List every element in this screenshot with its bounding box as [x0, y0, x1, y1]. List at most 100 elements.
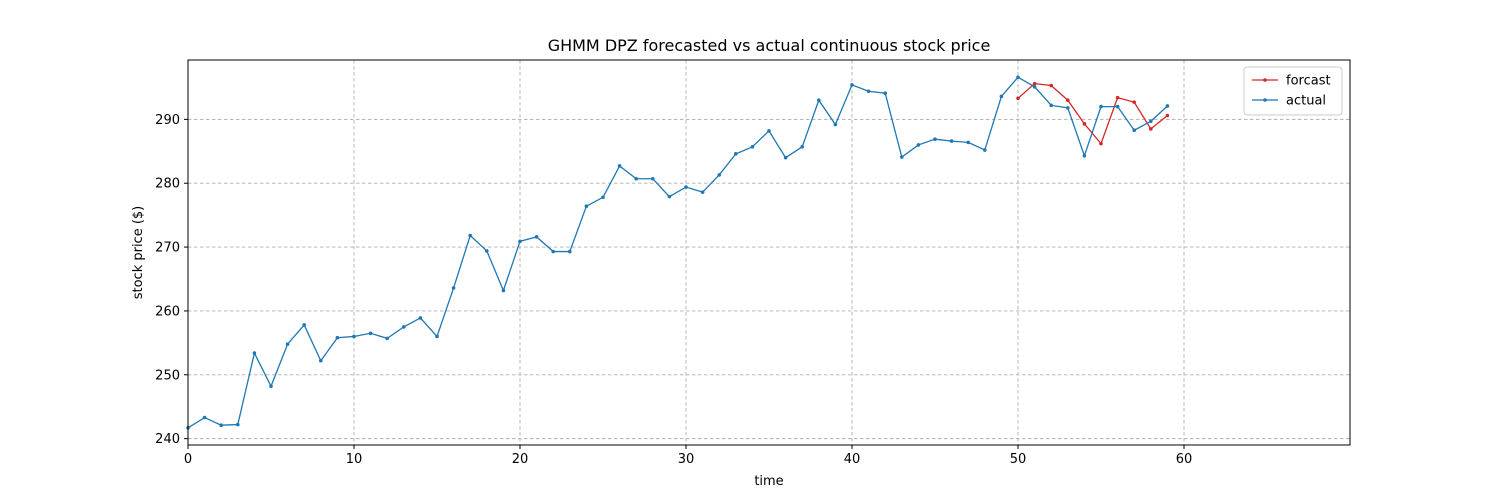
data-point-actual: [750, 145, 755, 149]
data-point-forcast: [1082, 122, 1087, 126]
data-point-actual: [916, 143, 921, 147]
data-point-actual: [501, 288, 506, 293]
data-point-actual: [983, 148, 987, 152]
data-point-actual: [1016, 75, 1020, 80]
plot-frame: [187, 59, 1351, 446]
data-point-actual: [866, 89, 871, 94]
data-point-actual: [1099, 104, 1103, 109]
data-point-actual: [933, 137, 937, 141]
data-point-actual: [700, 190, 705, 194]
data-point-actual: [285, 342, 290, 346]
data-point-actual: [518, 239, 522, 244]
legend-box: [1243, 66, 1343, 116]
data-point-actual: [1115, 104, 1120, 109]
data-point-actual: [269, 384, 273, 389]
data-point-actual: [900, 155, 904, 159]
data-point-actual: [1165, 104, 1170, 108]
data-point-actual: [966, 140, 970, 145]
data-point-actual: [584, 204, 589, 209]
legend-marker-actual: [1263, 98, 1267, 102]
data-point-actual: [850, 83, 854, 87]
y-tick-label: 280: [155, 177, 180, 192]
data-point-actual: [236, 422, 240, 427]
data-point-actual: [252, 351, 257, 355]
data-point-actual: [800, 145, 804, 149]
grid: [187, 60, 1350, 445]
data-point-actual: [219, 423, 223, 428]
series-line-actual: [187, 76, 1168, 429]
data-point-actual: [1032, 85, 1037, 89]
data-point-actual: [1132, 128, 1136, 133]
data-point-actual: [684, 185, 688, 189]
x-tick-label: 50: [1010, 452, 1027, 467]
data-point-actual: [335, 335, 340, 340]
data-point-actual: [817, 98, 821, 103]
data-point-actual: [368, 331, 373, 336]
data-point-actual: [451, 286, 456, 290]
data-point-forcast: [1149, 127, 1153, 131]
data-point-actual: [949, 139, 954, 143]
data-point-actual: [783, 155, 788, 160]
y-tick-label: 270: [155, 241, 180, 256]
data-point-actual: [717, 173, 721, 177]
data-point-actual: [601, 195, 605, 200]
x-tick-label: 30: [678, 452, 695, 467]
data-point-actual: [302, 323, 307, 327]
legend-label-actual: actual: [1286, 94, 1326, 109]
x-axis-label: time: [754, 474, 783, 489]
data-point-forcast: [1132, 100, 1136, 104]
data-point-actual: [617, 164, 622, 168]
y-axis-label: stock price ($): [131, 206, 146, 300]
data-point-actual: [634, 176, 638, 181]
legend: forcast actual: [1243, 66, 1343, 116]
data-point-forcast: [1165, 113, 1170, 118]
data-point-actual: [1066, 106, 1070, 110]
chart-title: GHMM DPZ forecasted vs actual continuous…: [548, 36, 991, 55]
series-actual: [186, 75, 1170, 430]
data-point-forcast: [1049, 83, 1053, 88]
series-group: [186, 75, 1170, 430]
x-tick-label: 20: [512, 452, 529, 467]
data-point-actual: [833, 122, 838, 127]
data-point-actual: [352, 334, 356, 339]
data-point-actual: [568, 249, 572, 254]
data-point-forcast: [1115, 95, 1120, 100]
y-tick-label: 260: [155, 304, 180, 319]
data-point-forcast: [1032, 81, 1037, 86]
data-point-actual: [651, 176, 655, 181]
data-point-actual: [534, 235, 539, 239]
data-point-actual: [667, 194, 672, 199]
data-point-forcast: [1066, 98, 1070, 103]
axis-ticks: 0 10 20 30 40 50 60 240 250 260 270 280 290: [155, 113, 1192, 467]
data-point-actual: [385, 336, 390, 341]
data-point-actual: [883, 91, 887, 96]
y-tick-label: 290: [155, 113, 180, 128]
data-point-actual: [734, 152, 738, 156]
data-point-actual: [418, 316, 423, 320]
data-point-forcast: [1099, 141, 1103, 146]
legend-label-forcast: forcast: [1286, 74, 1331, 89]
data-point-actual: [999, 94, 1004, 99]
y-tick-label: 250: [155, 368, 180, 383]
series-forcast: [1016, 81, 1170, 146]
data-point-actual: [319, 358, 323, 363]
data-point-actual: [1149, 119, 1153, 124]
x-tick-label: 60: [1176, 452, 1193, 467]
data-point-actual: [468, 233, 473, 238]
data-point-actual: [1082, 153, 1087, 158]
series-line-forcast: [1017, 82, 1168, 145]
legend-marker-forcast: [1263, 78, 1267, 82]
x-tick-label: 0: [184, 452, 192, 467]
x-tick-label: 40: [844, 452, 861, 467]
data-point-actual: [402, 325, 406, 329]
data-point-actual: [485, 249, 489, 253]
x-tick-label: 10: [346, 452, 363, 467]
data-point-actual: [435, 334, 439, 339]
data-point-actual: [1049, 103, 1053, 108]
data-point-actual: [767, 129, 771, 133]
y-tick-label: 240: [155, 432, 180, 447]
data-point-actual: [551, 249, 555, 254]
data-point-actual: [202, 415, 207, 420]
